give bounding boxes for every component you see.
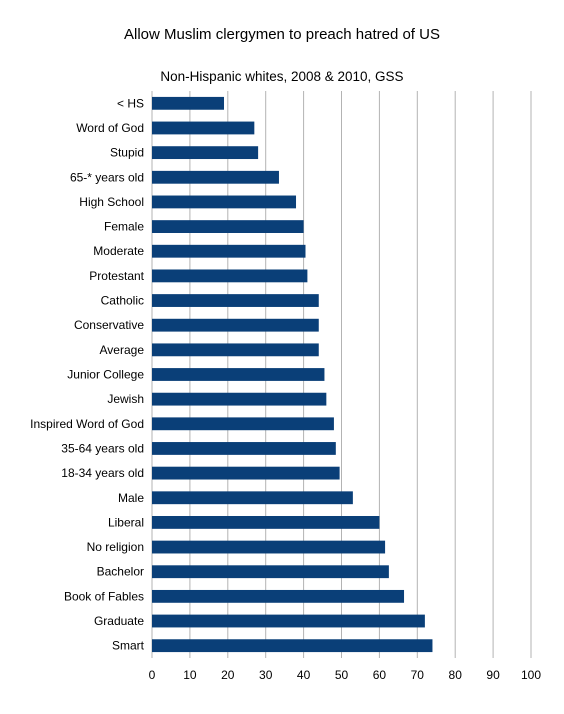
category-label: Stupid (110, 146, 144, 160)
bar (152, 96, 225, 110)
category-label: No religion (87, 540, 144, 554)
category-label: Average (100, 343, 145, 357)
bar (152, 589, 405, 603)
category-label: 18-34 years old (61, 466, 144, 480)
bar (152, 146, 259, 160)
category-label: Bachelor (97, 565, 144, 579)
bar (152, 516, 380, 529)
x-tick-label: 20 (221, 668, 235, 682)
bar (152, 614, 425, 628)
bar (152, 368, 325, 381)
bar (152, 220, 304, 233)
category-label: Catholic (101, 294, 144, 308)
bar (152, 170, 279, 184)
bar (152, 294, 319, 307)
category-label: Female (104, 220, 144, 234)
x-tick-label: 60 (373, 668, 387, 682)
category-label: Inspired Word of God (30, 417, 144, 431)
bar (152, 244, 306, 258)
category-label: Liberal (108, 515, 144, 529)
category-label: Word of God (76, 121, 144, 135)
x-tick-label: 30 (259, 668, 273, 682)
category-label: Smart (112, 639, 145, 653)
bar (152, 639, 433, 653)
category-label: Jewish (107, 392, 144, 406)
bar (152, 491, 353, 505)
bar (152, 269, 308, 283)
x-tick-label: 70 (411, 668, 425, 682)
x-tick-label: 100 (521, 668, 541, 682)
bar (152, 392, 327, 406)
bar (152, 540, 386, 554)
category-label: Graduate (94, 614, 144, 628)
bar (152, 343, 319, 357)
bar (152, 466, 340, 480)
bar (152, 121, 255, 135)
category-label: Conservative (74, 318, 144, 332)
category-label: Moderate (93, 244, 144, 258)
bar (152, 195, 297, 209)
category-label: Book of Fables (64, 589, 144, 603)
x-tick-label: 80 (449, 668, 463, 682)
bars (152, 96, 433, 653)
category-label: Protestant (89, 269, 144, 283)
chart-subtitle: Non-Hispanic whites, 2008 & 2010, GSS (160, 69, 403, 84)
x-tick-label: 50 (335, 668, 349, 682)
category-label: Junior College (67, 368, 144, 382)
bar (152, 417, 334, 431)
chart-title: Allow Muslim clergymen to preach hatred … (124, 26, 440, 43)
category-label: 35-64 years old (61, 441, 144, 455)
category-label: Male (118, 491, 144, 505)
bar (152, 318, 319, 332)
x-tick-label: 40 (297, 668, 311, 682)
bar (152, 442, 336, 455)
category-label: < HS (117, 96, 144, 110)
x-axis-ticks: 0 10 20 30 40 50 60 70 80 90 100 (149, 668, 542, 682)
category-labels: < HS Word of God Stupid 65-* years old High … (30, 96, 145, 652)
x-tick-label: 0 (149, 668, 156, 682)
x-tick-label: 90 (486, 668, 500, 682)
x-tick-label: 10 (183, 668, 197, 682)
category-label: High School (79, 195, 144, 209)
bar (152, 565, 389, 579)
category-label: 65-* years old (70, 170, 144, 184)
